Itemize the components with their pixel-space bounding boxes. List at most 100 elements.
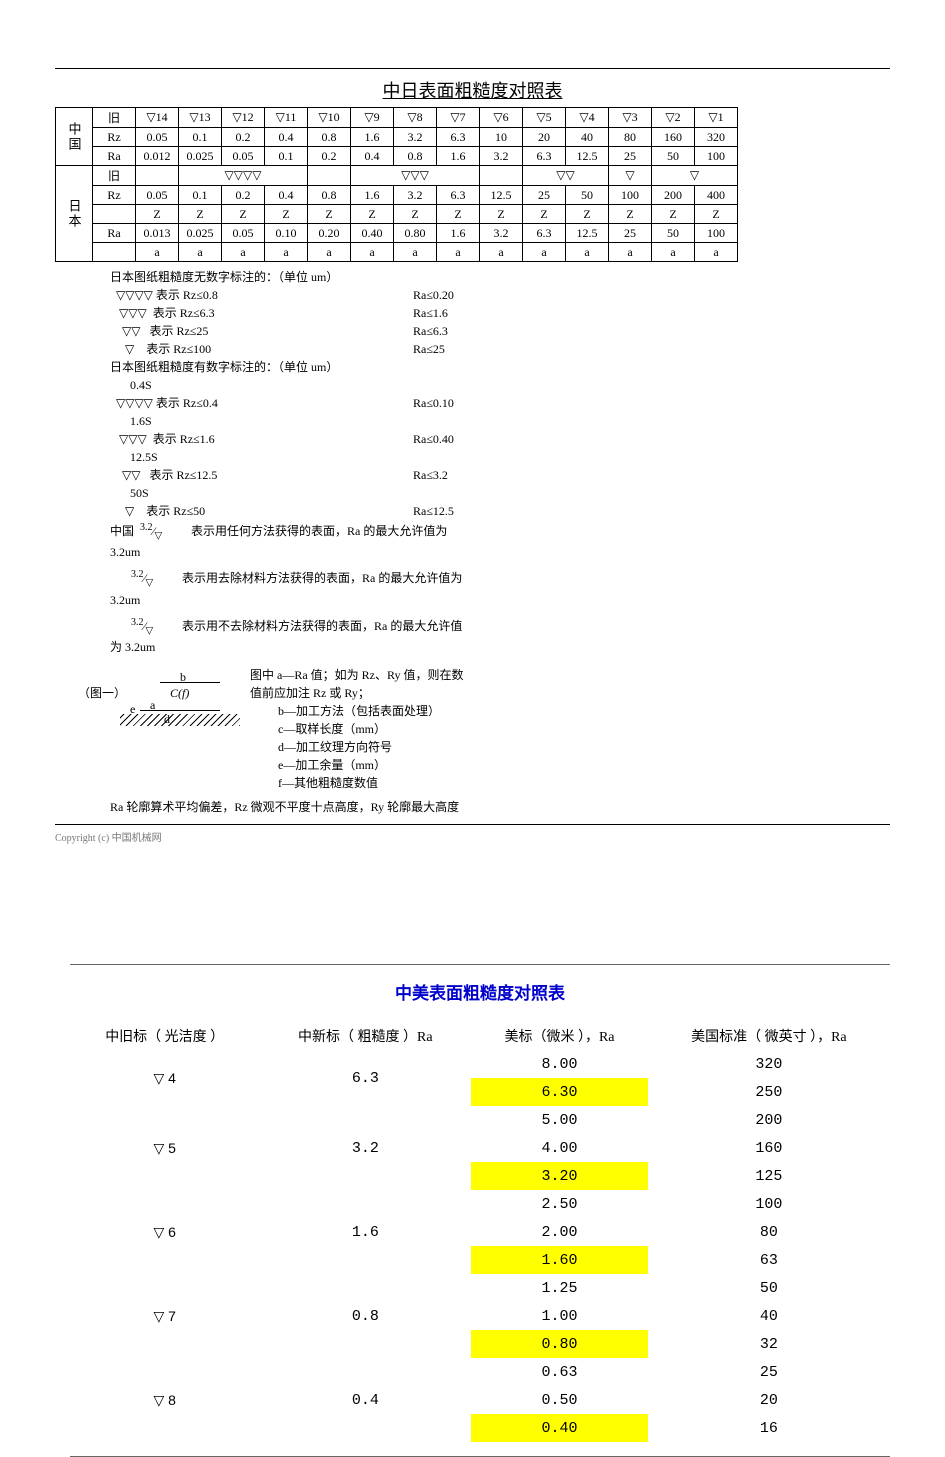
cu-us-microinch: 320 bbox=[648, 1050, 890, 1078]
cj-cell: 0.2 bbox=[222, 128, 265, 147]
cj-cell: 0.05 bbox=[136, 128, 179, 147]
notes-heading-nonum: 日本图纸粗糙度无数字标注的：（单位 um） bbox=[110, 268, 410, 286]
cj-cell: 0.1 bbox=[179, 128, 222, 147]
notes-line: ▽▽▽ 表示 Rz≤6.3 bbox=[110, 304, 410, 322]
cj-cell: Z bbox=[523, 205, 566, 224]
cj-cell: Z bbox=[308, 205, 351, 224]
cu-us-micron: 0.40 bbox=[471, 1414, 647, 1442]
fig-item: e—加工余量（mm） bbox=[278, 756, 470, 774]
cj-cell: 0.05 bbox=[222, 147, 265, 166]
triangle-icon: ▽▽▽▽ bbox=[116, 396, 153, 410]
cu-us-micron: 0.63 bbox=[471, 1358, 647, 1386]
cj-rowlabel-rz: Rz bbox=[93, 128, 136, 147]
notes-rz: 表示 Rz≤0.4 bbox=[156, 396, 218, 410]
cj-cell: 100 bbox=[695, 224, 738, 243]
cu-us-microinch: 16 bbox=[648, 1414, 890, 1442]
notes-ra: Ra≤1.6 bbox=[413, 304, 563, 322]
notes-line: ▽▽▽▽ 表示 Rz≤0.4 bbox=[110, 394, 410, 412]
cj-cell: Z bbox=[566, 205, 609, 224]
cu-row: ▽ 70.81.2550 bbox=[70, 1274, 890, 1302]
cj-cell: 0.4 bbox=[351, 147, 394, 166]
cj-cell: 80 bbox=[609, 128, 652, 147]
cj-cn-old-row: 中国 旧 ▽14 ▽13 ▽12 ▽11 ▽10 ▽9 ▽8 ▽7 ▽6 ▽5 … bbox=[56, 108, 738, 128]
cj-cell: ▽1 bbox=[695, 108, 738, 128]
page-root: 中日表面粗糙度对照表 中国 旧 ▽14 ▽13 ▽12 ▽11 ▽10 ▽9 ▽… bbox=[0, 68, 945, 1457]
cj-cell: 100 bbox=[695, 147, 738, 166]
fig-item: f—其他粗糙度数值 bbox=[278, 774, 470, 792]
notes-ra: Ra≤0.20 bbox=[413, 286, 563, 304]
triangle-icon: ▽▽ bbox=[122, 468, 140, 482]
cu-us-microinch: 32 bbox=[648, 1330, 890, 1358]
cj-cell: ▽ bbox=[652, 166, 738, 186]
cj-jp-z-row: ZZZZZZZZZZZZZZ bbox=[56, 205, 738, 224]
fig-c: C(f) bbox=[170, 684, 189, 702]
figure-one: （图一） b C(f) a e d bbox=[110, 666, 250, 792]
cu-us-micron: 5.00 bbox=[471, 1106, 647, 1134]
cu-row: ▽ 46.38.00320 bbox=[70, 1050, 890, 1078]
cu-cn-new: 3.2 bbox=[259, 1106, 471, 1190]
cj-cell: 0.025 bbox=[179, 224, 222, 243]
fig-label: （图一） bbox=[78, 684, 126, 702]
cj-cell: 12.5 bbox=[566, 147, 609, 166]
cj-cell: a bbox=[652, 243, 695, 262]
cj-cell: 12.5 bbox=[566, 224, 609, 243]
cj-cell: 50 bbox=[652, 147, 695, 166]
cu-us-micron: 2.50 bbox=[471, 1190, 647, 1218]
triangle-icon: ▽ bbox=[125, 342, 134, 356]
roughness-symbol-icon: 3.2⁄▽ bbox=[131, 615, 179, 638]
notes-s: 50S bbox=[130, 484, 410, 502]
cu-us-microinch: 200 bbox=[648, 1106, 890, 1134]
notes-cn-line: 中国 3.2⁄▽ 表示用任何方法获得的表面，Ra 的最大允许值为 3.2um bbox=[110, 520, 470, 561]
cj-cell: 6.3 bbox=[523, 147, 566, 166]
cu-cn-old: ▽ 4 bbox=[70, 1050, 259, 1106]
cu-header: 美国标准（ 微英寸 ），Ra bbox=[648, 1022, 890, 1050]
cj-cell: 0.05 bbox=[136, 186, 179, 205]
notes-ra: Ra≤12.5 bbox=[413, 502, 563, 520]
cj-cell: Z bbox=[222, 205, 265, 224]
cj-cell: ▽8 bbox=[394, 108, 437, 128]
cu-us-microinch: 160 bbox=[648, 1134, 890, 1162]
notes-line: ▽ 表示 Rz≤100 bbox=[110, 340, 410, 358]
cj-cell: 0.1 bbox=[265, 147, 308, 166]
cu-us-micron: 6.30 bbox=[471, 1078, 647, 1106]
cu-us-microinch: 63 bbox=[648, 1246, 890, 1274]
cu-us-microinch: 25 bbox=[648, 1358, 890, 1386]
cj-cell: 200 bbox=[652, 186, 695, 205]
cj-cell bbox=[136, 166, 179, 186]
cj-cell: ▽▽▽ bbox=[351, 166, 480, 186]
notes-left: 日本图纸粗糙度无数字标注的：（单位 um） ▽▽▽▽ 表示 Rz≤0.8 ▽▽▽… bbox=[110, 268, 410, 520]
cu-us-micron: 2.00 bbox=[471, 1218, 647, 1246]
fig-row: （图一） b C(f) a e d 图中 a—Ra 值；如为 Rz、Ry 值，则… bbox=[110, 666, 470, 792]
cj-cell: a bbox=[179, 243, 222, 262]
cu-section: 中美表面粗糙度对照表 中旧标（ 光洁度 ） 中新标（ 粗糙度 ）Ra 美标（微米… bbox=[70, 964, 890, 1457]
fig-legend: 图中 a—Ra 值；如为 Rz、Ry 值，则在数值前应加注 Rz 或 Ry； b… bbox=[250, 666, 470, 792]
cj-cell: 3.2 bbox=[480, 224, 523, 243]
cj-cell: ▽▽ bbox=[523, 166, 609, 186]
triangle-icon: ▽ bbox=[125, 504, 134, 518]
cu-us-micron: 8.00 bbox=[471, 1050, 647, 1078]
notes-line: ▽▽ 表示 Rz≤12.5 bbox=[110, 466, 410, 484]
cj-cell: a bbox=[308, 243, 351, 262]
cu-header: 中旧标（ 光洁度 ） bbox=[70, 1022, 259, 1050]
cj-rowlabel-rz: Rz bbox=[93, 186, 136, 205]
fig-a: a bbox=[150, 696, 155, 714]
fig-item: d—加工纹理方向符号 bbox=[278, 738, 470, 756]
notes-s: 0.4S bbox=[130, 376, 410, 394]
roughness-figure-icon: （图一） b C(f) a e d bbox=[120, 666, 240, 726]
cj-cell: 1.6 bbox=[437, 224, 480, 243]
notes-line: ▽▽ 表示 Rz≤25 bbox=[110, 322, 410, 340]
notes-ra: Ra≤25 bbox=[413, 340, 563, 358]
cj-cell: 3.2 bbox=[394, 186, 437, 205]
notes-rz: 表示 Rz≤50 bbox=[146, 504, 205, 518]
hatch-icon bbox=[120, 714, 240, 726]
cj-cell bbox=[308, 166, 351, 186]
cj-cell: 3.2 bbox=[394, 128, 437, 147]
cj-cell: 0.025 bbox=[179, 147, 222, 166]
cj-cell: 0.013 bbox=[136, 224, 179, 243]
cj-cell: Z bbox=[136, 205, 179, 224]
cu-us-microinch: 40 bbox=[648, 1302, 890, 1330]
fig-item: a—Ra 值；如为 Rz、Ry 值，则在数值前应加注 Rz 或 Ry； bbox=[250, 668, 464, 700]
notes-right: 中国 3.2⁄▽ 表示用任何方法获得的表面，Ra 的最大允许值为 3.2um 3… bbox=[110, 520, 470, 816]
notes-s: 12.5S bbox=[130, 448, 410, 466]
cu-us-microinch: 20 bbox=[648, 1386, 890, 1414]
